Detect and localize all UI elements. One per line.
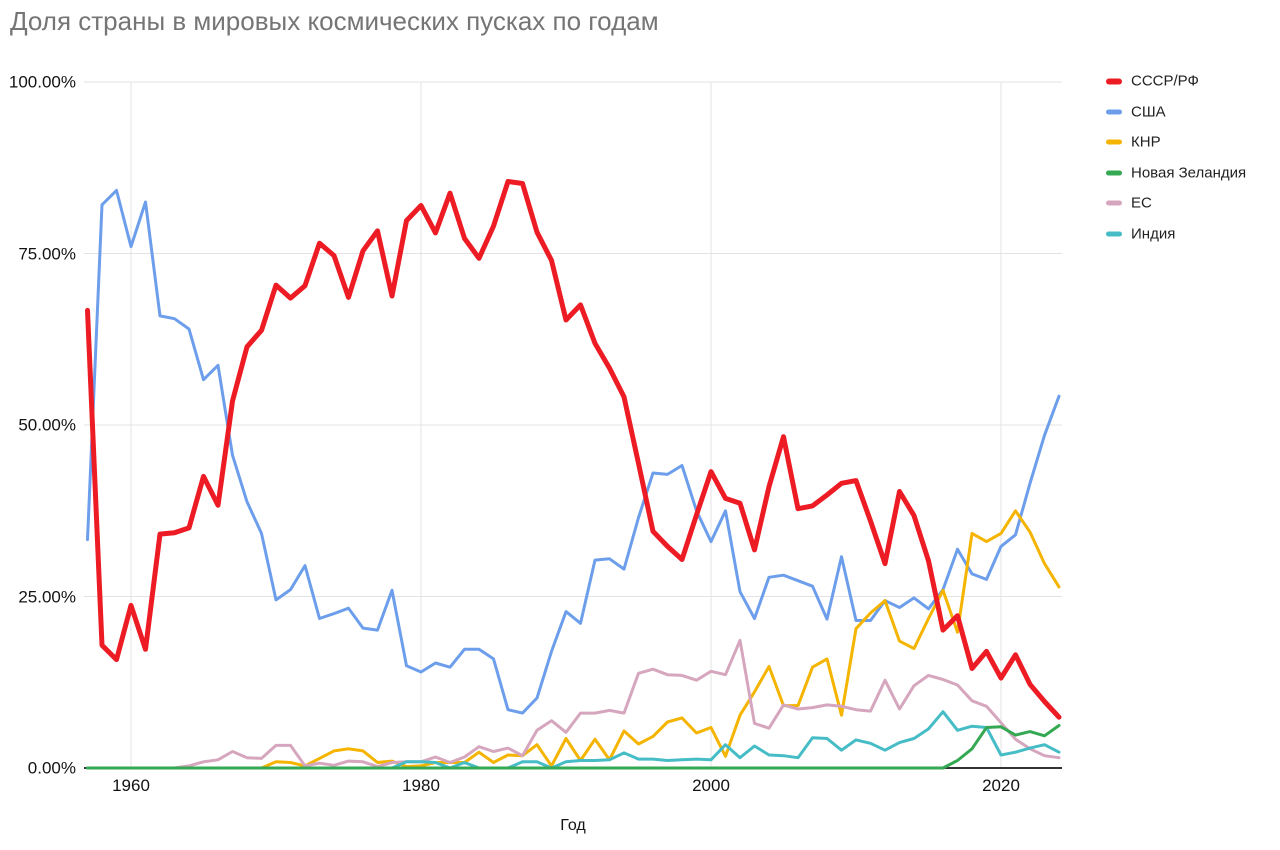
legend-swatch-icon (1106, 231, 1122, 237)
series-line-СССР/РФ (85, 179, 1062, 720)
x-axis-title: Год (560, 817, 586, 834)
legend-swatch-icon (1106, 139, 1122, 145)
series-line-Индия (86, 710, 1061, 770)
y-tick-label: 75.00% (18, 244, 76, 263)
legend-item-Новая Зеландия: Новая Зеландия (1106, 164, 1246, 181)
y-tick-label: 25.00% (18, 587, 76, 606)
legend-swatch-icon (1106, 109, 1122, 115)
x-tick-label: 2020 (982, 776, 1020, 795)
chart-title: Доля страны в мировых космических пусках… (10, 6, 659, 36)
legend-label: Новая Зеландия (1131, 164, 1247, 182)
legend-label: ЕС (1131, 194, 1152, 212)
legend-swatch-icon (1106, 200, 1122, 206)
x-tick-label: 2000 (692, 776, 730, 795)
series-line-ЕС (86, 638, 1061, 770)
y-tick-label: 0.00% (27, 758, 76, 778)
x-tick-label: 1980 (402, 776, 440, 795)
y-tick-label: 100.00% (8, 72, 76, 92)
legend-item-ЕС: ЕС (1106, 195, 1152, 212)
series-line-США (86, 188, 1061, 715)
legend-swatch-icon (1106, 78, 1122, 84)
legend-item-КНР: КНР (1106, 134, 1161, 151)
legend-item-США: США (1106, 103, 1166, 120)
y-tick-label: 50.00% (18, 415, 76, 435)
legend-label: КНР (1131, 133, 1161, 151)
legend-label: СССР/РФ (1131, 72, 1199, 90)
series-line-Новая Зеландия (86, 724, 1061, 770)
x-tick-label: 1960 (112, 776, 150, 795)
legend-item-Индия: Индия (1106, 226, 1175, 243)
legend-label: Индия (1131, 225, 1176, 243)
series-line-КНР (86, 509, 1061, 770)
legend-swatch-icon (1106, 170, 1122, 176)
legend-label: США (1131, 103, 1166, 121)
legend-item-СССР/РФ: СССР/РФ (1106, 73, 1199, 90)
